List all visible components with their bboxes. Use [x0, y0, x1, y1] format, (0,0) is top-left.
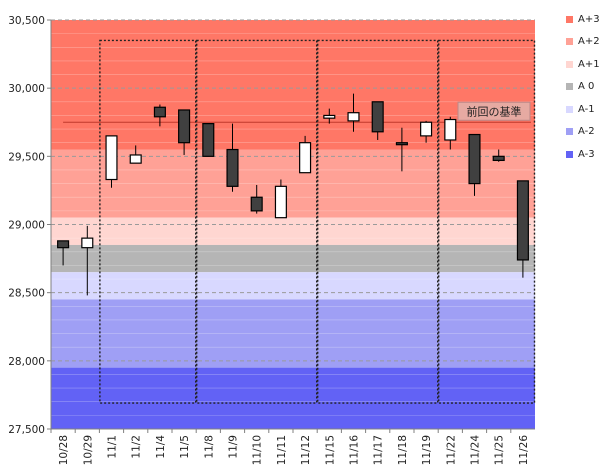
- candle-body: [274, 185, 287, 219]
- candle-body: [202, 123, 215, 157]
- week-box: [99, 39, 197, 404]
- y-tick-label: 29,500: [8, 151, 45, 163]
- candle-body: [250, 196, 263, 212]
- band-Aminus2: [51, 299, 535, 368]
- candle-body: [129, 154, 142, 164]
- week-box: [438, 39, 536, 404]
- band-Aplus3: [51, 20, 535, 150]
- y-tick-label: 30,500: [8, 15, 45, 27]
- legend-label: A+2: [578, 36, 600, 48]
- legend-swatch: [566, 150, 573, 158]
- candle-body: [323, 114, 336, 119]
- band-Aminus3: [51, 367, 535, 429]
- x-tick-label: 11/8: [203, 435, 215, 459]
- legend-item: A 0: [566, 76, 602, 99]
- x-tick-label: 11/16: [349, 435, 361, 466]
- x-tick-label: 11/2: [131, 435, 143, 459]
- candle-body: [178, 109, 191, 144]
- legend-swatch: [566, 128, 573, 136]
- week-box: [317, 39, 439, 404]
- band-Aplus1: [51, 217, 535, 245]
- legend-swatch: [566, 15, 573, 23]
- candle-body: [492, 155, 505, 162]
- legend-label: A+3: [578, 13, 600, 25]
- legend: A+3 A+2 A+1 A 0 A-1 A-2 A-3: [566, 8, 602, 166]
- y-tick-label: 28,500: [8, 288, 45, 300]
- candle-body: [153, 106, 166, 118]
- x-tick-label: 11/1: [107, 435, 119, 459]
- band-Aminus1: [51, 272, 535, 300]
- y-tick-label: 27,500: [8, 424, 45, 436]
- y-tick-label: 30,000: [8, 83, 45, 95]
- legend-label: A-1: [578, 103, 595, 115]
- x-tick-label: 10/29: [82, 435, 94, 465]
- reference-label-box: [457, 101, 531, 121]
- candle-body: [516, 180, 529, 261]
- legend-label: A-2: [578, 126, 595, 138]
- x-tick-label: 11/15: [324, 435, 336, 465]
- candle-body: [81, 237, 94, 249]
- candle-body: [468, 133, 481, 185]
- legend-item: A+1: [566, 53, 602, 76]
- x-tick-label: 11/10: [252, 435, 264, 465]
- legend-swatch: [566, 38, 573, 46]
- legend-item: A-3: [566, 143, 602, 166]
- candle-body: [299, 142, 312, 174]
- legend-item: A-1: [566, 98, 602, 121]
- x-tick-label: 11/17: [373, 435, 385, 465]
- x-tick-label: 11/22: [445, 435, 457, 465]
- legend-label: A+1: [578, 58, 600, 70]
- candle-body: [226, 148, 239, 187]
- week-box: [195, 39, 318, 404]
- legend-item: A+2: [566, 31, 602, 54]
- x-tick-label: 11/9: [228, 435, 240, 459]
- candle-body: [371, 101, 384, 133]
- candle-body: [57, 240, 70, 249]
- legend-item: A-2: [566, 121, 602, 144]
- candle-body: [347, 112, 360, 122]
- x-tick-label: 11/24: [470, 435, 482, 466]
- band-A0: [51, 244, 535, 273]
- x-tick-label: 11/5: [179, 435, 191, 459]
- x-tick-label: 11/26: [518, 435, 530, 466]
- legend-item: A+3: [566, 8, 602, 31]
- x-tick-label: 11/12: [300, 435, 312, 465]
- candle-body: [444, 118, 457, 141]
- x-tick-label: 11/19: [421, 435, 433, 465]
- candle-body: [420, 121, 433, 137]
- x-tick-label: 11/18: [397, 435, 409, 465]
- legend-label: A 0: [578, 81, 595, 93]
- legend-swatch: [566, 83, 573, 91]
- x-tick-label: 11/11: [276, 435, 288, 465]
- candle-body: [105, 135, 118, 181]
- legend-label: A-3: [578, 148, 595, 160]
- x-tick-label: 11/4: [155, 435, 167, 459]
- y-tick-label: 28,000: [8, 356, 45, 368]
- reference-label: 前回の基準: [467, 104, 522, 118]
- x-tick-label: 10/28: [58, 435, 70, 465]
- candle-body: [395, 142, 408, 146]
- legend-swatch: [566, 105, 573, 113]
- legend-swatch: [566, 60, 573, 68]
- x-tick-label: 11/25: [494, 435, 506, 465]
- y-tick-label: 29,000: [8, 220, 45, 232]
